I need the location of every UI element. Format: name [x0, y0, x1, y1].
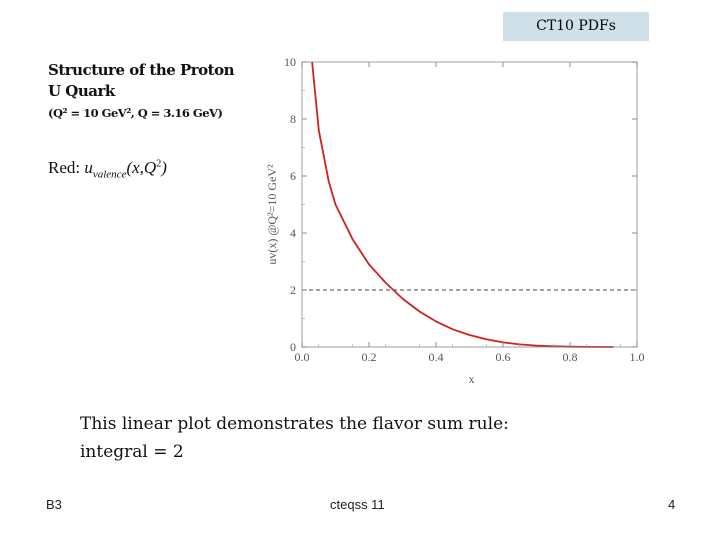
y-tick-label: 6 [290, 169, 296, 183]
x-tick-label: 0.4 [429, 350, 444, 364]
y-tick-label: 10 [284, 55, 296, 69]
explanation-note: This linear plot demonstrates the flavor… [80, 410, 509, 466]
series-line-uvalence [311, 61, 614, 348]
y-tick-label: 0 [290, 340, 296, 354]
legend-prefix: Red: [48, 158, 81, 177]
y-axis-label: uv(x) @Q²=10 GeV² [265, 164, 279, 265]
legend-sub: valence [92, 168, 127, 181]
x-tick-label: 0.6 [496, 350, 511, 364]
x-tick-label: 0.8 [563, 350, 578, 364]
x-tick-label: 0.2 [362, 350, 377, 364]
legend-sup: 2 [156, 158, 162, 170]
chart-series [311, 61, 614, 348]
x-tick-label: 1.0 [630, 350, 645, 364]
chart-title-block: Structure of the Proton U Quark (Q² = 10… [48, 60, 235, 122]
footer-page-number: 4 [668, 497, 676, 512]
chart-labels: 0.0 0.2 0.4 0.6 0.8 1.0 0 2 4 6 8 10 x uv(x) @Q²=10 G… [265, 55, 645, 386]
title-line-2: U Quark [48, 82, 115, 100]
series-legend: Red: uvalence(x,Q2) [48, 158, 167, 180]
y-tick-label: 4 [290, 226, 296, 240]
footer-center: cteqss 11 [330, 497, 385, 512]
footer-left: B3 [46, 497, 62, 512]
note-line-2: integral = 2 [80, 442, 184, 462]
note-line-1: This linear plot demonstrates the flavor… [80, 414, 509, 434]
x-tick-label: 0.0 [295, 350, 310, 364]
legend-close: ) [161, 158, 167, 177]
chart-axes [301, 61, 638, 348]
legend-func: u [84, 158, 93, 177]
title-line-1: Structure of the Proton [48, 61, 235, 79]
legend-args: (x,Q [126, 158, 157, 177]
title-line-3: (Q² = 10 GeV², Q = 3.16 GeV) [48, 106, 223, 120]
y-tick-label: 8 [290, 112, 296, 126]
source-badge: CT10 PDFs [503, 12, 649, 41]
plot-frame [301, 61, 638, 348]
y-tick-label: 2 [290, 283, 296, 297]
x-axis-label: x [469, 372, 475, 386]
